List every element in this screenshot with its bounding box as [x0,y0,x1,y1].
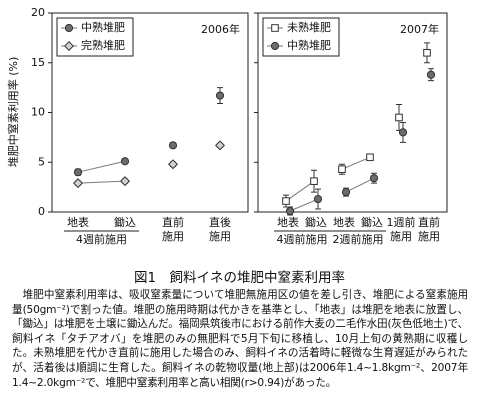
connector [289,198,319,212]
x-tick-label: 直後施用 [209,215,231,243]
panel-year: 2006年 [201,22,240,36]
caption: 図1 飼料イネの堆肥中窒素利用率 [133,270,346,286]
point [120,157,130,166]
x-tick-label: 地表 [277,215,299,229]
point [215,91,225,100]
y-tick-label: 10 [31,106,45,119]
x-tick-label: 直前施用 [162,215,184,243]
x-tick-label: 地表 [67,215,89,229]
point [64,23,74,33]
legend-label: 完熟堆肥 [81,38,125,52]
y-tick-label: 15 [31,56,45,69]
legend-label: 未熟堆肥 [287,20,331,34]
legend-label: 中熟堆肥 [81,20,125,34]
point [338,165,346,174]
group-label: 2週前施用 [333,232,384,246]
connector [77,180,126,184]
point [398,128,408,137]
x-tick-label: 鋤込 [114,216,136,229]
point [366,153,374,162]
x-tick-label: 1週前施用 [387,215,416,243]
x-tick-label: 地表 [333,215,355,229]
point [423,49,431,57]
point [369,174,379,183]
point [282,197,290,205]
panel-year: 2007年 [400,22,439,36]
y-tick-label: 20 [31,6,45,19]
point [313,194,323,204]
x-tick-label: 鋤込 [361,216,383,229]
y-axis-label: 堆肥中窒素利用率 (%) [6,57,20,168]
connector [345,177,375,193]
point [270,41,280,51]
point [167,159,179,170]
point [63,40,75,52]
legend-label: 中熟堆肥 [287,38,331,52]
group-label: 4週前施用 [76,232,127,246]
point [73,168,83,177]
connector [285,180,315,202]
point [285,206,295,216]
point [395,113,403,122]
point [341,188,351,197]
x-tick-label: 直前施用 [418,215,440,243]
group-label: 4週前施用 [277,232,328,246]
note: 堆肥中窒素利用率は、吸収窒素量について堆肥無施用区の値を差し引き、堆肥による窒素… [12,289,468,389]
point [168,141,178,150]
point [310,177,318,185]
y-tick-label: 5 [38,155,45,168]
point [72,178,84,189]
point [426,70,436,79]
point [271,24,279,32]
connector [341,156,371,170]
point [119,176,131,187]
point [214,140,226,151]
connector [77,160,126,173]
y-tick-label: 0 [38,205,45,218]
x-tick-label: 鋤込 [305,216,327,229]
